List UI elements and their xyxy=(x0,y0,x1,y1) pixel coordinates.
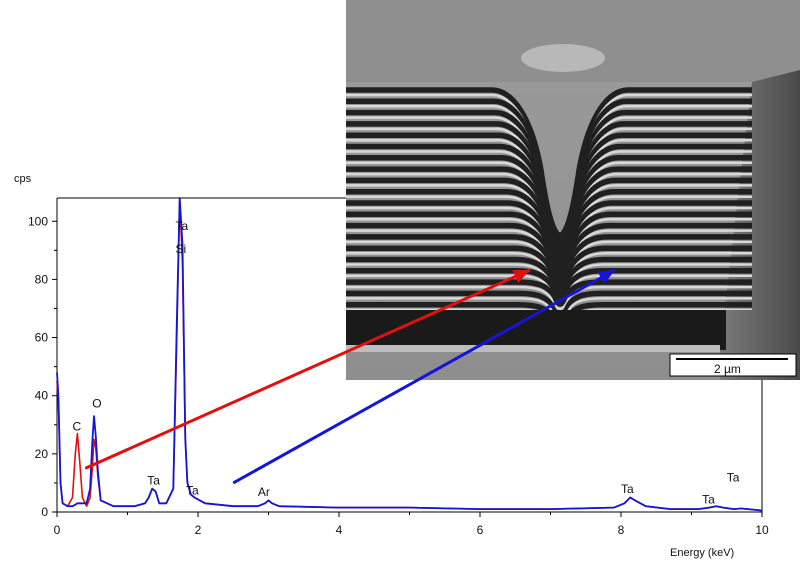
layer-dark xyxy=(346,301,752,310)
layer-dark xyxy=(346,109,752,246)
y-tick-label: 100 xyxy=(28,214,48,228)
peak-label: Ta xyxy=(727,470,740,484)
y-tick-label: 0 xyxy=(41,505,48,519)
layer-dark xyxy=(346,234,752,291)
arrow-line-1 xyxy=(84,268,531,470)
arrow-head-1 xyxy=(512,270,530,283)
sem-micrograph: 2 µm xyxy=(346,0,800,380)
layer-dark xyxy=(346,177,752,270)
layer-dark xyxy=(346,245,752,295)
peak-labels: CO Ta Si Ta Ta Ar Ta Ta Ta xyxy=(73,219,740,506)
layer-dark xyxy=(346,155,752,263)
x-tick-label: 0 xyxy=(54,523,61,537)
y-tick-label: 20 xyxy=(35,447,49,461)
x-tick-label: 2 xyxy=(195,523,202,537)
layer-dark xyxy=(346,98,752,242)
layer-dark xyxy=(346,132,752,254)
peak-label: C xyxy=(73,420,82,434)
x-axis-title: Energy (keV) xyxy=(670,547,734,559)
y-tick-label: 40 xyxy=(35,389,49,403)
x-tick-label: 8 xyxy=(618,523,625,537)
layer-dark xyxy=(346,188,752,274)
multilayer-stack xyxy=(346,87,752,310)
peak-label: Ta xyxy=(186,484,199,498)
layer-dark xyxy=(346,87,752,238)
y-axis-title: cps xyxy=(14,173,32,185)
peak-label: Si xyxy=(175,242,186,256)
layer-dark xyxy=(346,279,752,307)
peak-label: Ta xyxy=(175,219,188,233)
x-tick-label: 10 xyxy=(755,523,769,537)
layer-dark xyxy=(346,200,752,279)
cavity-floor xyxy=(346,310,726,350)
y-tick-label: 60 xyxy=(35,331,49,345)
layer-dark xyxy=(346,222,752,287)
peak-label: O xyxy=(92,396,101,410)
layer-dark xyxy=(346,121,752,250)
x-tick-label: 4 xyxy=(336,523,343,537)
layer-light xyxy=(346,297,752,310)
spectrum-line-2 xyxy=(56,197,763,512)
layer-dark xyxy=(346,166,752,267)
layer-dark xyxy=(346,290,752,310)
correlation-arrows xyxy=(84,268,616,485)
arrow-line-2 xyxy=(232,268,616,485)
layer-dark xyxy=(346,211,752,283)
peak-label: Ta xyxy=(702,492,715,506)
spectrum-series xyxy=(56,197,763,512)
layer-dark xyxy=(346,256,752,299)
x-tick-label: 6 xyxy=(477,523,484,537)
peak-label: Ta xyxy=(621,482,634,496)
defect-particle xyxy=(521,44,605,72)
peak-label: Ar xyxy=(258,485,270,499)
scale-bar-label: 2 µm xyxy=(714,362,741,376)
y-tick-label: 80 xyxy=(35,272,49,286)
arrow-head-2 xyxy=(597,270,615,284)
peak-label: Ta xyxy=(147,473,160,487)
ledge-highlight xyxy=(346,345,720,352)
layer-dark xyxy=(346,143,752,258)
